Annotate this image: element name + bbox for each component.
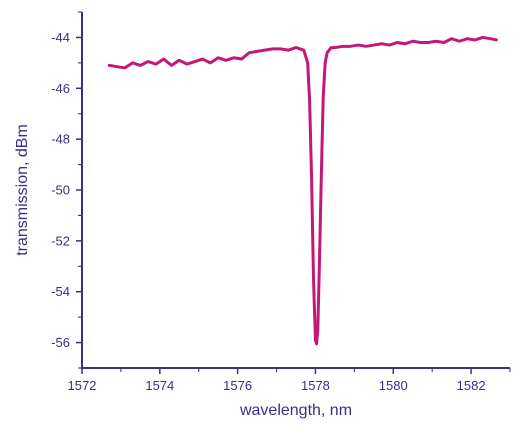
y-tick-label: -54	[51, 284, 70, 299]
series-layer	[107, 35, 498, 346]
axes	[81, 12, 510, 369]
y-tick-label: -50	[51, 183, 70, 198]
y-tick-label: -46	[51, 81, 70, 96]
transmission-series-line	[107, 35, 498, 346]
ticks-layer: 1572 1574 1576 1578 1580 1582 -44 -46 -48 -50 -52 -…	[51, 11, 511, 393]
x-tick-label: 1578	[301, 378, 330, 393]
x-tick-label: 1572	[68, 378, 97, 393]
y-tick-label: -44	[51, 30, 70, 45]
x-tick-label: 1576	[223, 378, 252, 393]
x-axis-title: wavelength, nm	[239, 402, 352, 419]
x-tick-label: 1582	[457, 378, 486, 393]
y-axis-title: transmission, dBm	[14, 124, 31, 256]
y-tick-label: -52	[51, 233, 70, 248]
x-tick-label: 1580	[379, 378, 408, 393]
x-tick-label: 1574	[145, 378, 174, 393]
y-tick-label: -48	[51, 132, 70, 147]
y-tick-label: -56	[51, 335, 70, 350]
